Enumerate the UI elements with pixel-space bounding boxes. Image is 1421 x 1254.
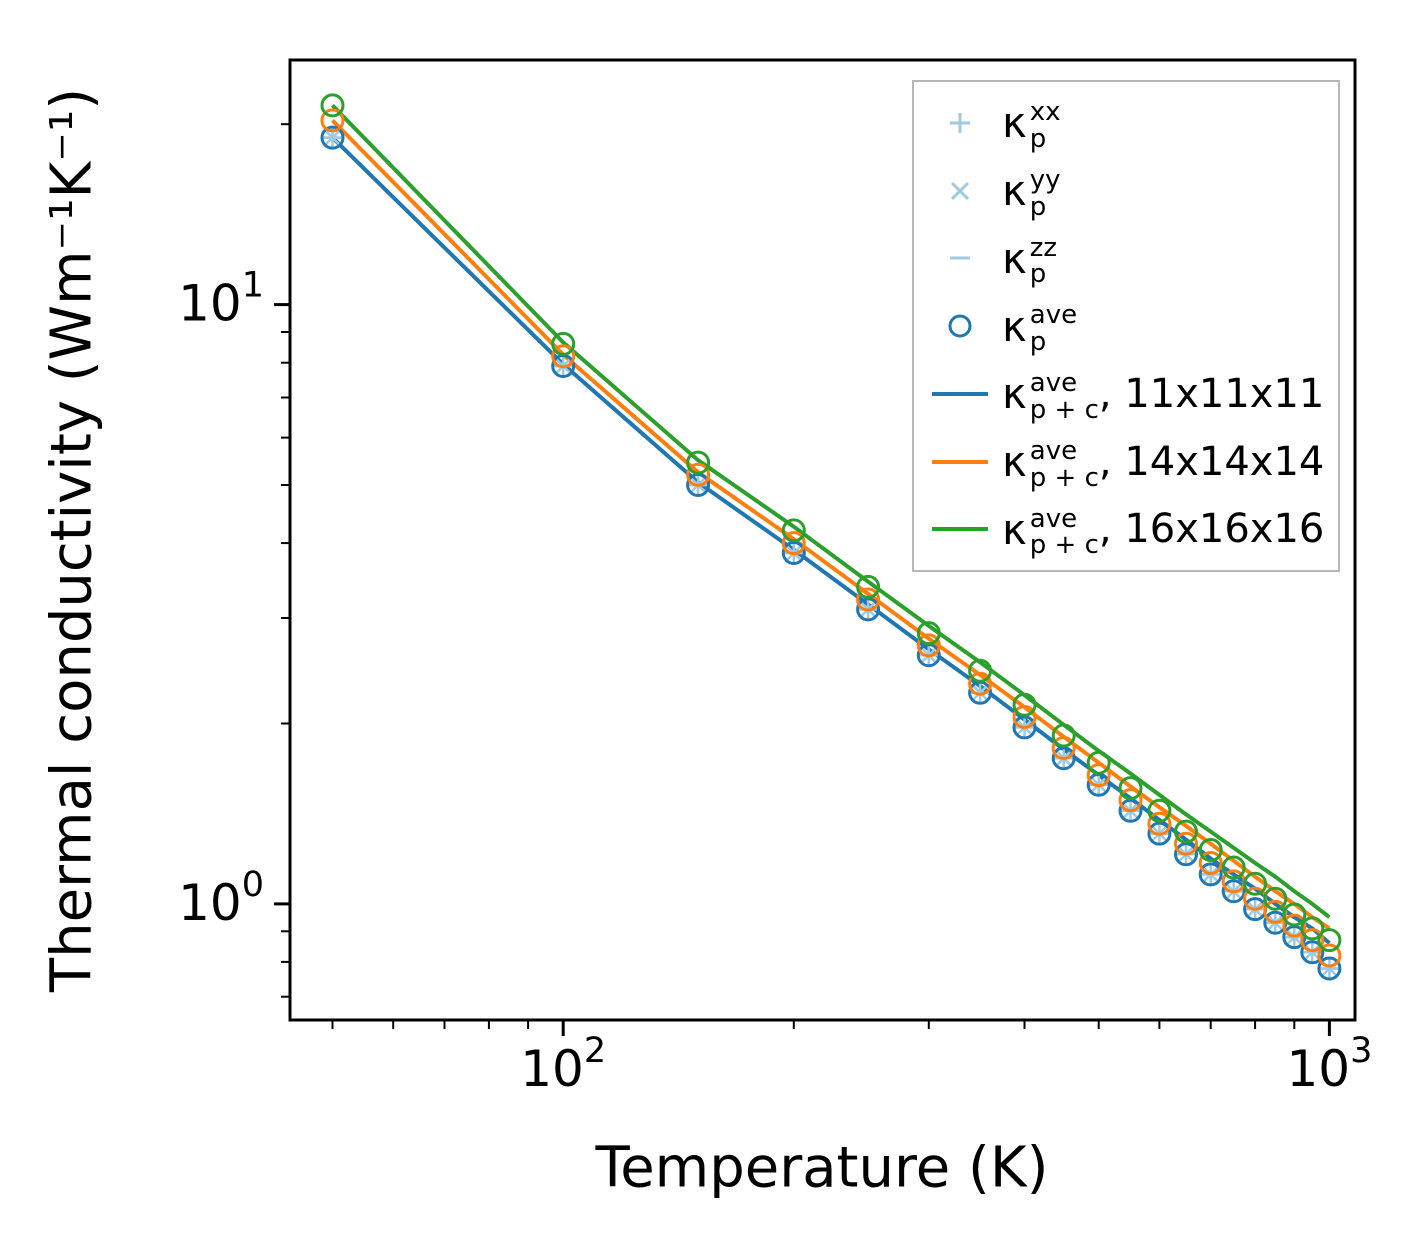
legend-label: κ zz p [1002,232,1058,290]
circle-marker-icon [928,304,992,348]
svg-text:102: 102 [520,1031,606,1098]
legend-entry-kappa-xx: κ xx p [928,90,1338,156]
x-axis-label: Temperature (K) [595,1135,1049,1201]
legend-label: κ ave p + c, 16x16x16 [1002,503,1325,561]
kappa_p_ave_16x16x16 [320,93,1342,953]
x-marker-icon [928,169,992,213]
legend-label: κ xx p [1002,97,1061,154]
legend-entry-line-14x14x14: κ ave p + c, 14x14x14 [928,429,1338,495]
svg-text:103: 103 [1286,1031,1372,1098]
kappa_p_ave_11x11x11 [320,125,1342,981]
y-axis-ticks: 100 101 [178,123,290,998]
legend-label: κ ave p + c, 11x11x11 [1002,368,1325,425]
svg-text:101: 101 [178,266,264,333]
plus-marker-icon [928,101,992,145]
kappa_p_ave_14x14x14 [320,108,1342,968]
x-axis-ticks: 102 103 [331,1020,1372,1098]
orange-line-swatch-icon [928,440,992,484]
legend-entry-kappa-ave: κ ave p [928,293,1338,359]
scatter-series [320,93,1342,981]
blue-line-swatch-icon [928,372,992,416]
axes-spines [288,58,1357,1022]
legend-entry-kappa-yy: κ yy p [928,158,1338,224]
dash-marker-icon [928,236,992,280]
green-line-swatch-icon [928,507,992,551]
legend-label: κ ave p [1002,300,1078,357]
legend-label: κ ave p + c, 14x14x14 [1002,435,1325,493]
svg-text:100: 100 [178,865,264,932]
legend: κ xx p κ yy p κ zz p κ ave p κ ave p + c, 11x11x11… [912,80,1340,572]
legend-label: κ yy p [1002,164,1061,222]
legend-entry-kappa-zz: κ zz p [928,225,1338,291]
kappa_p+c_ave_16x16x16 [331,104,1331,919]
legend-entry-line-11x11x11: κ ave p + c, 11x11x11 [928,361,1338,427]
y-axis-label: Thermal conductivity (Wm⁻¹K⁻¹) [39,87,105,993]
legend-entry-line-16x16x16: κ ave p + c, 16x16x16 [928,496,1338,562]
